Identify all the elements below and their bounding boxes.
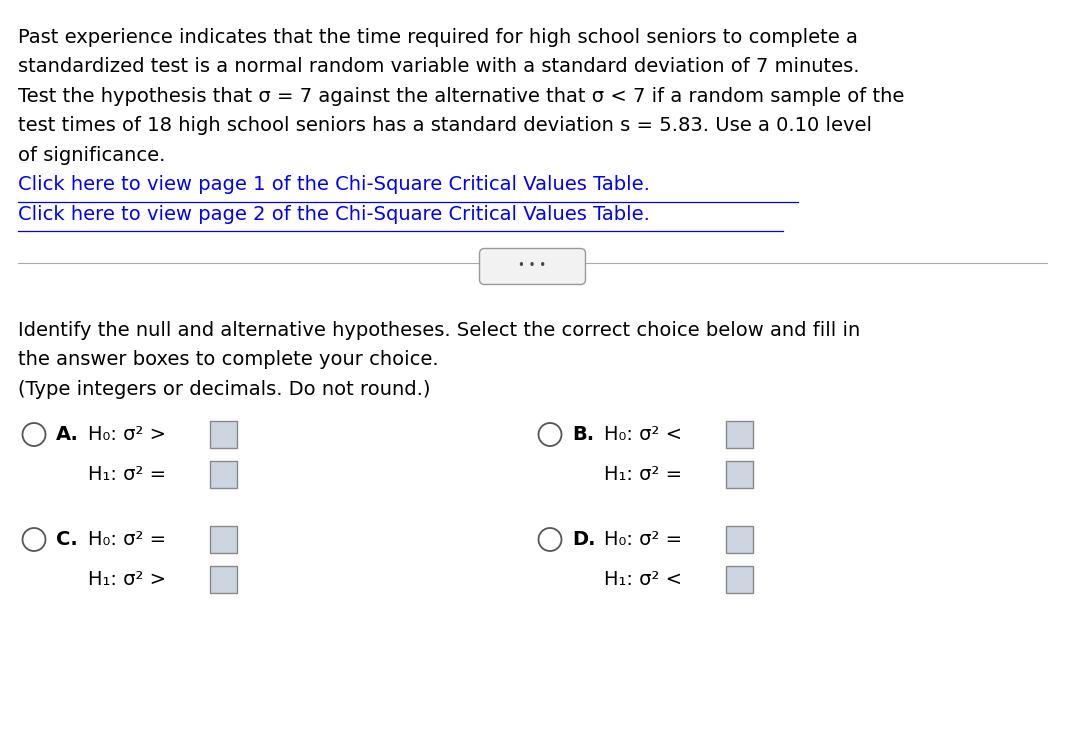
Text: H₀: σ² >: H₀: σ² >	[88, 425, 166, 444]
Text: Past experience indicates that the time required for high school seniors to comp: Past experience indicates that the time …	[18, 28, 858, 47]
Text: H₁: σ² =: H₁: σ² =	[88, 465, 166, 484]
FancyBboxPatch shape	[726, 421, 753, 448]
Text: H₁: σ² >: H₁: σ² >	[88, 570, 166, 589]
Text: H₀: σ² =: H₀: σ² =	[88, 530, 166, 549]
FancyBboxPatch shape	[726, 566, 753, 593]
Text: test times of 18 high school seniors has a standard deviation s = 5.83. Use a 0.: test times of 18 high school seniors has…	[18, 117, 872, 136]
Text: standardized test is a normal random variable with a standard deviation of 7 min: standardized test is a normal random var…	[18, 58, 859, 77]
FancyBboxPatch shape	[726, 461, 753, 488]
Text: • • •: • • •	[519, 260, 546, 272]
Text: the answer boxes to complete your choice.: the answer boxes to complete your choice…	[18, 351, 439, 370]
Text: A.: A.	[56, 425, 79, 444]
Text: B.: B.	[572, 425, 594, 444]
FancyBboxPatch shape	[210, 566, 237, 593]
FancyBboxPatch shape	[210, 421, 237, 448]
Text: of significance.: of significance.	[18, 146, 165, 165]
Text: Click here to view page 1 of the Chi-Square Critical Values Table.: Click here to view page 1 of the Chi-Squ…	[18, 176, 650, 195]
Text: Click here to view page 2 of the Chi-Square Critical Values Table.: Click here to view page 2 of the Chi-Squ…	[18, 205, 650, 224]
Text: H₀: σ² =: H₀: σ² =	[604, 530, 682, 549]
FancyBboxPatch shape	[726, 526, 753, 553]
Text: D.: D.	[572, 530, 595, 549]
FancyBboxPatch shape	[210, 526, 237, 553]
Text: Identify the null and alternative hypotheses. Select the correct choice below an: Identify the null and alternative hypoth…	[18, 321, 861, 340]
FancyBboxPatch shape	[479, 249, 586, 285]
FancyBboxPatch shape	[210, 461, 237, 488]
Text: H₁: σ² =: H₁: σ² =	[604, 465, 682, 484]
Text: H₁: σ² <: H₁: σ² <	[604, 570, 682, 589]
Text: C.: C.	[56, 530, 78, 549]
Text: H₀: σ² <: H₀: σ² <	[604, 425, 682, 444]
Text: (Type integers or decimals. Do not round.): (Type integers or decimals. Do not round…	[18, 380, 430, 399]
Text: Test the hypothesis that σ = 7 against the alternative that σ < 7 if a random sa: Test the hypothesis that σ = 7 against t…	[18, 87, 904, 106]
